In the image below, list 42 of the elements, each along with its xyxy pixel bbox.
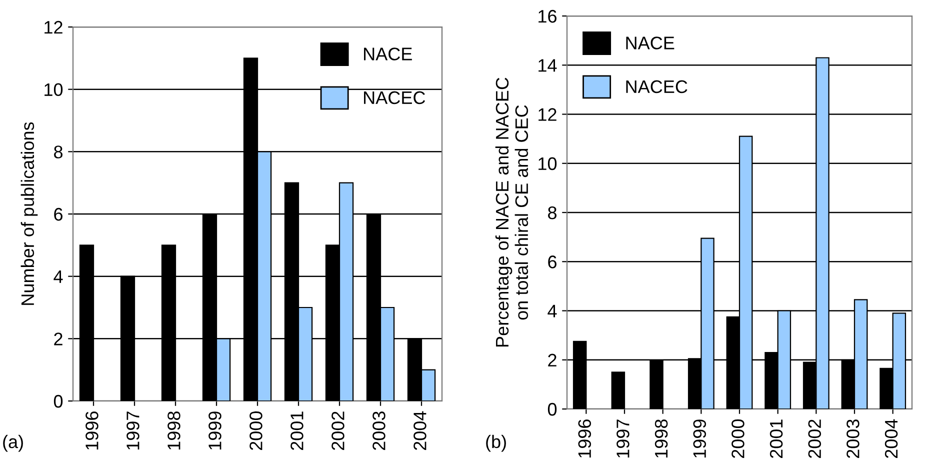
y-tick-label: 6 bbox=[54, 208, 62, 221]
text: (a) bbox=[3, 434, 23, 452]
x-tick-label: 2003 bbox=[372, 412, 386, 450]
y-tick-label: 0 bbox=[548, 402, 557, 416]
x-tick-label: 1996 bbox=[86, 412, 98, 450]
y-tick-label: 6 bbox=[548, 256, 556, 268]
y-tick-label: 4 bbox=[54, 270, 63, 283]
y-tick-label: 16 bbox=[538, 10, 556, 23]
legend-label: NACEC bbox=[626, 80, 688, 94]
x-tick-label: 2000 bbox=[250, 411, 262, 450]
y-tick-label: 4 bbox=[548, 304, 557, 318]
x-tick-label: 2001 bbox=[770, 420, 783, 458]
x-tick-label: 1997 bbox=[616, 420, 630, 458]
x-tick-label: 2004 bbox=[414, 411, 426, 450]
y-axis-title: Percentage of NACE and NACEC on total chiral CE and CEC bbox=[495, 78, 528, 346]
x-tick-label: 2002 bbox=[808, 420, 822, 458]
x-tick-label: 1999 bbox=[208, 412, 222, 450]
x-tick-label: 1998 bbox=[168, 412, 180, 450]
legend-label: NACEC bbox=[364, 91, 426, 104]
text: (b) bbox=[486, 434, 506, 452]
y-tick-label: 10 bbox=[44, 83, 63, 96]
x-tick-label: 2003 bbox=[846, 420, 860, 458]
x-tick-label: 1998 bbox=[654, 420, 668, 458]
y-tick-label: 8 bbox=[54, 146, 62, 158]
x-tick-label: 1996 bbox=[578, 420, 592, 458]
legend-label: NACE bbox=[626, 36, 674, 50]
x-tick-label: 2000 bbox=[732, 419, 744, 458]
x-tick-label: 2002 bbox=[332, 412, 344, 450]
x-tick-label: 2001 bbox=[290, 412, 304, 450]
y-tick-label: 2 bbox=[548, 354, 556, 366]
y-tick-label: 8 bbox=[548, 206, 556, 220]
y-tick-label: 12 bbox=[538, 108, 556, 121]
y-tick-label: 0 bbox=[54, 394, 63, 408]
y-axis-title: Number of publications bbox=[20, 122, 38, 305]
x-tick-label: 1999 bbox=[693, 420, 706, 458]
x-tick-label: 1997 bbox=[126, 412, 140, 450]
x-tick-label: 2004 bbox=[884, 419, 898, 458]
y-tick-label: 14 bbox=[538, 59, 557, 72]
y-tick-label: 10 bbox=[538, 157, 557, 170]
legend-label: NACE bbox=[364, 48, 412, 60]
y-tick-label: 2 bbox=[54, 332, 62, 346]
y-tick-label: 12 bbox=[44, 20, 62, 34]
